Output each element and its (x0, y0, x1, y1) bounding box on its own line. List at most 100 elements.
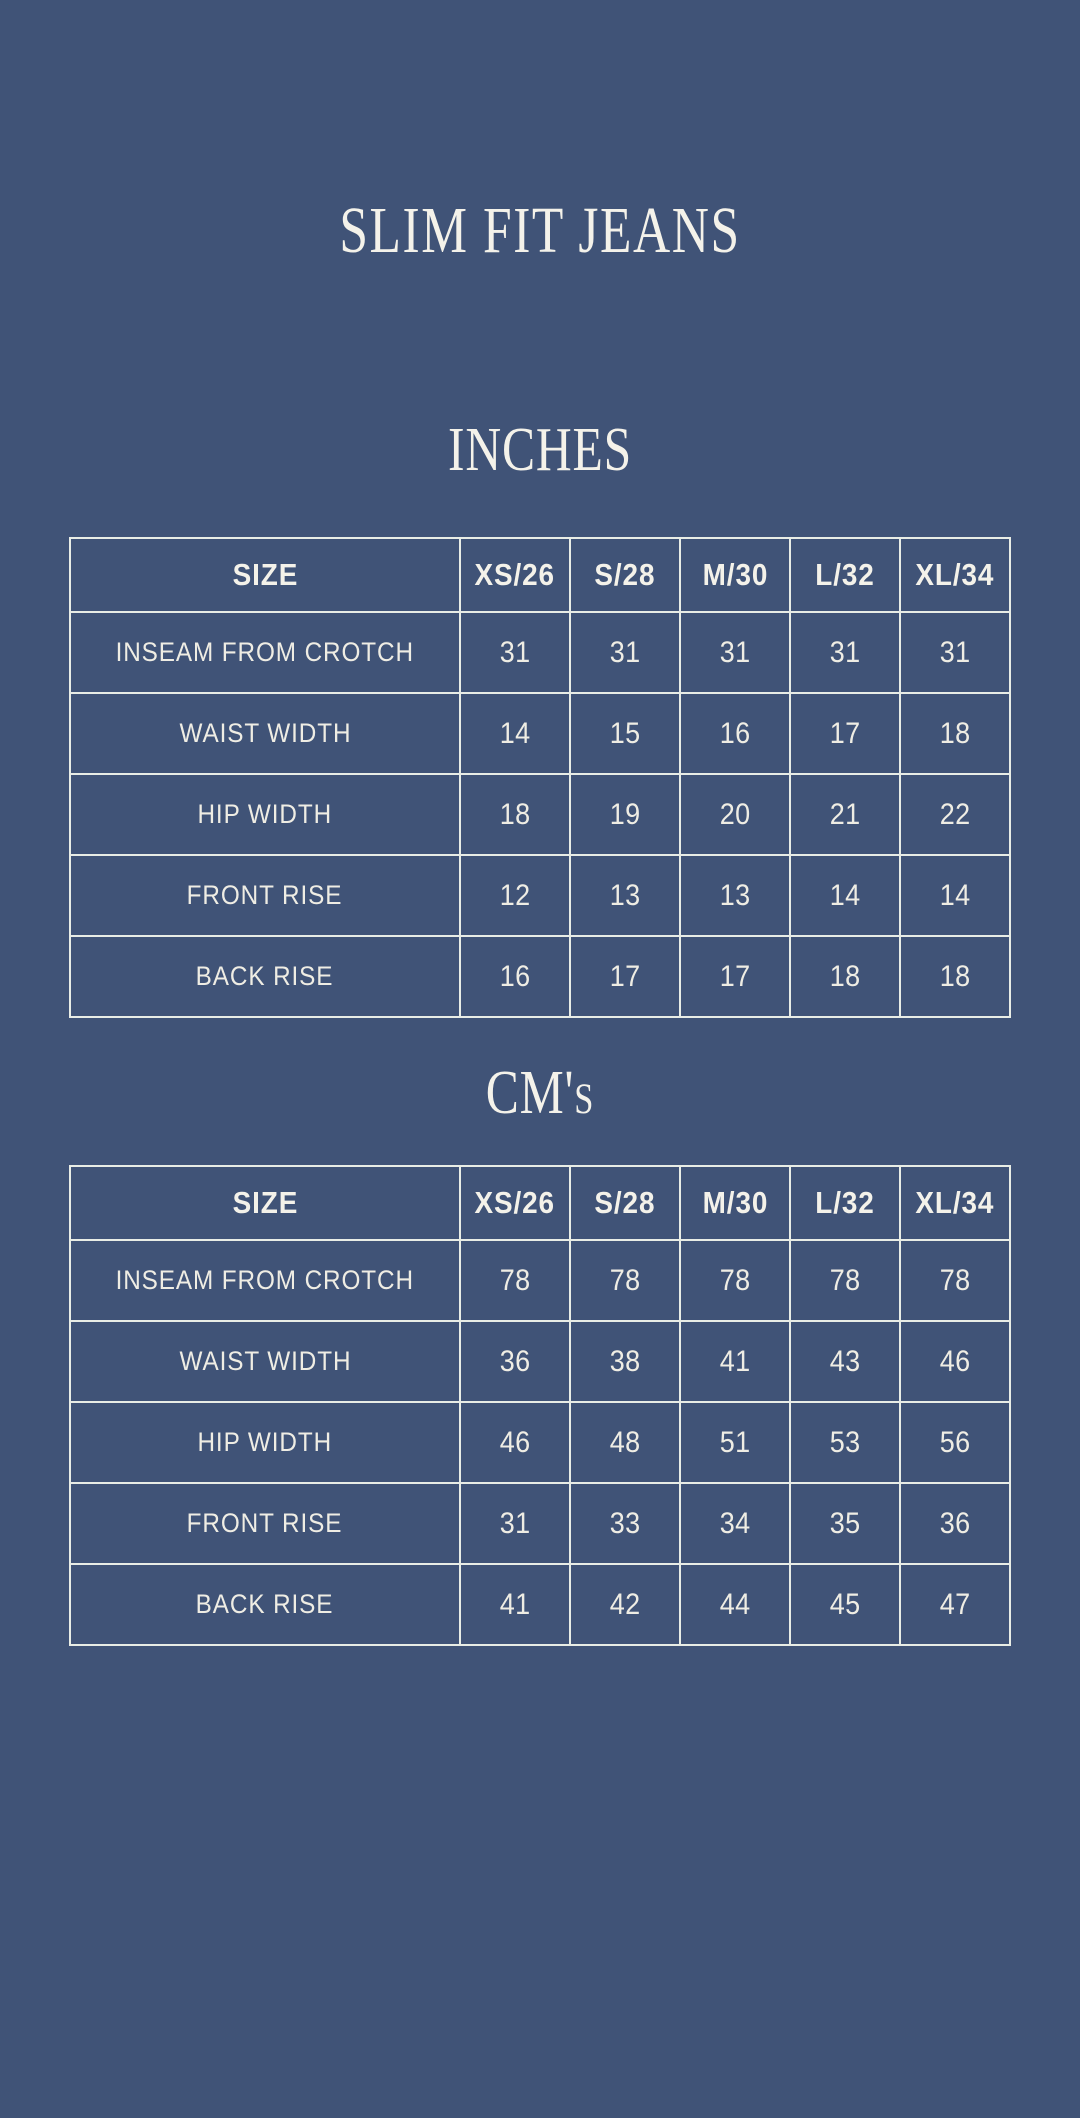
measurement-value-text: 38 (609, 1344, 641, 1378)
measurement-value-cell: 41 (679, 1320, 791, 1403)
measurement-value-text: 51 (719, 1425, 751, 1459)
measurement-value-cell: 43 (789, 1320, 901, 1403)
measurement-value-text: 17 (609, 959, 641, 993)
measurement-value-cell: 14 (789, 854, 901, 937)
measurement-value-text: 14 (939, 878, 971, 912)
measurement-value-text: 53 (829, 1425, 861, 1459)
unit-section: CM's SIZE XS/26 S/28 M/30 L/32 XL/34 INSEAM F… (0, 1062, 1080, 1646)
measurement-value-cell: 19 (569, 773, 681, 856)
table-body: INSEAM FROM CROTCH 31 31 31 31 31 WAIST WIDTH 1… (69, 611, 1011, 1018)
unit-section: INCHES SIZE XS/26 S/28 M/30 L/32 XL/34 INSEAM… (0, 419, 1080, 1018)
measurement-value-text: 44 (719, 1587, 751, 1621)
measurement-value-text: 78 (609, 1263, 641, 1297)
measurement-value-cell: 14 (459, 692, 571, 775)
measurement-value-cell: 48 (569, 1401, 681, 1484)
measurement-value-text: 20 (719, 797, 751, 831)
measurement-value-cell: 78 (899, 1239, 1011, 1322)
measurement-value-text: 31 (719, 635, 751, 669)
size-option-header: L/32 (789, 1165, 901, 1241)
size-column-header: SIZE (69, 1165, 461, 1241)
measurement-value-cell: 31 (569, 611, 681, 694)
table-head: SIZE XS/26 S/28 M/30 L/32 XL/34 (69, 537, 1011, 613)
measurement-value-cell: 31 (679, 611, 791, 694)
measurement-value-text: 18 (939, 959, 971, 993)
measurement-row-label: INSEAM FROM CROTCH (69, 1239, 461, 1322)
measurement-value-cell: 51 (679, 1401, 791, 1484)
measurement-value-text: 14 (829, 878, 861, 912)
measurement-row-label: HIP WIDTH (69, 1401, 461, 1484)
measurement-value-text: 43 (829, 1344, 861, 1378)
measurement-value-cell: 31 (459, 611, 571, 694)
measurement-value-text: 31 (939, 635, 971, 669)
measurement-value-cell: 31 (459, 1482, 571, 1565)
measurement-row-label: WAIST WIDTH (69, 692, 461, 775)
measurement-row-label: BACK RISE (69, 1563, 461, 1646)
measurement-value-text: 36 (499, 1344, 531, 1378)
measurement-value-text: 13 (719, 878, 751, 912)
measurement-value-cell: 13 (679, 854, 791, 937)
measurement-value-text: 15 (609, 716, 641, 750)
measurement-value-cell: 13 (569, 854, 681, 937)
column-header-label: S/28 (594, 1185, 656, 1220)
table-row: BACK RISE 16 17 17 18 18 (69, 935, 1011, 1018)
column-header-label: S/28 (594, 557, 656, 592)
measurement-value-cell: 16 (459, 935, 571, 1018)
measurement-value-cell: 78 (569, 1239, 681, 1322)
table-row: BACK RISE 41 42 44 45 47 (69, 1563, 1011, 1646)
measurement-value-text: 78 (719, 1263, 751, 1297)
measurement-row-label: FRONT RISE (69, 854, 461, 937)
measurement-row-label: FRONT RISE (69, 1482, 461, 1565)
measurement-value-text: 46 (499, 1425, 531, 1459)
column-header-label: XL/34 (915, 557, 995, 592)
sections-container: INCHES SIZE XS/26 S/28 M/30 L/32 XL/34 INSEAM… (0, 419, 1080, 1646)
measurement-value-cell: 12 (459, 854, 571, 937)
table-header-row: SIZE XS/26 S/28 M/30 L/32 XL/34 (69, 537, 1011, 613)
measurement-value-text: 33 (609, 1506, 641, 1540)
measurement-value-text: 46 (939, 1344, 971, 1378)
table-row: HIP WIDTH 18 19 20 21 22 (69, 773, 1011, 856)
measurement-label-text: INSEAM FROM CROTCH (115, 1265, 415, 1295)
measurement-value-cell: 15 (569, 692, 681, 775)
column-header-label: M/30 (702, 1185, 768, 1220)
measurement-value-cell: 36 (459, 1320, 571, 1403)
measurement-value-cell: 35 (789, 1482, 901, 1565)
measurement-value-cell: 78 (459, 1239, 571, 1322)
measurement-value-cell: 17 (679, 935, 791, 1018)
measurement-value-text: 31 (499, 1506, 531, 1540)
size-option-header: M/30 (679, 537, 791, 613)
measurement-value-cell: 31 (789, 611, 901, 694)
table-row: INSEAM FROM CROTCH 78 78 78 78 78 (69, 1239, 1011, 1322)
measurement-value-text: 14 (499, 716, 531, 750)
measurement-value-cell: 18 (459, 773, 571, 856)
size-chart-table: SIZE XS/26 S/28 M/30 L/32 XL/34 INSEAM FROM C… (69, 1165, 1011, 1646)
table-head: SIZE XS/26 S/28 M/30 L/32 XL/34 (69, 1165, 1011, 1241)
measurement-row-label: INSEAM FROM CROTCH (69, 611, 461, 694)
column-header-label: M/30 (702, 557, 768, 592)
measurement-value-text: 78 (499, 1263, 531, 1297)
column-header-label: L/32 (815, 557, 875, 592)
measurement-value-cell: 17 (789, 692, 901, 775)
measurement-value-text: 13 (609, 878, 641, 912)
column-header-label: SIZE (232, 1185, 298, 1220)
measurement-value-cell: 56 (899, 1401, 1011, 1484)
measurement-value-cell: 34 (679, 1482, 791, 1565)
column-header-label: XS/26 (474, 557, 556, 592)
measurement-label-text: WAIST WIDTH (179, 1346, 351, 1376)
measurement-value-text: 78 (939, 1263, 971, 1297)
size-chart-page: SLIM FIT JEANS INCHES SIZE XS/26 S/28 M/30 L… (0, 198, 1080, 2118)
measurement-value-cell: 44 (679, 1563, 791, 1646)
measurement-value-cell: 16 (679, 692, 791, 775)
measurement-value-text: 35 (829, 1506, 861, 1540)
measurement-value-cell: 47 (899, 1563, 1011, 1646)
measurement-value-text: 22 (939, 797, 971, 831)
column-header-label: L/32 (815, 1185, 875, 1220)
measurement-value-text: 16 (719, 716, 751, 750)
measurement-value-cell: 17 (569, 935, 681, 1018)
measurement-value-cell: 21 (789, 773, 901, 856)
size-column-header: SIZE (69, 537, 461, 613)
measurement-label-text: BACK RISE (196, 961, 334, 991)
table-row: HIP WIDTH 46 48 51 53 56 (69, 1401, 1011, 1484)
column-header-label: SIZE (232, 557, 298, 592)
measurement-label-text: INSEAM FROM CROTCH (115, 637, 415, 667)
measurement-value-cell: 53 (789, 1401, 901, 1484)
